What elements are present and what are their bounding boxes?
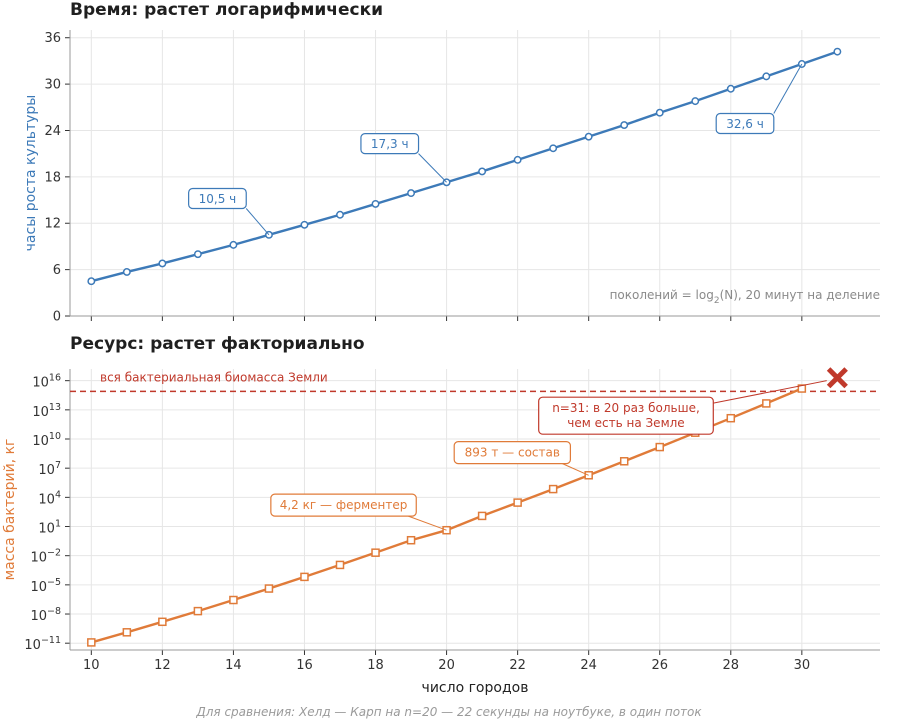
- top-annotation-leader: [773, 63, 803, 114]
- top-data-point: [762, 72, 771, 81]
- top-y-axis-label: часы роста культуры: [23, 95, 39, 252]
- top-y-tick-label: 18: [44, 170, 61, 185]
- bottom-x-tick-label: 14: [225, 658, 242, 673]
- top-annotation-label: 32,6 ч: [726, 117, 764, 131]
- top-data-point: [158, 259, 167, 268]
- bottom-annotation-leader: [562, 463, 589, 476]
- bottom-data-point: [797, 384, 807, 393]
- top-data-point: [336, 210, 344, 219]
- bottom-x-tick-label: 22: [509, 658, 526, 673]
- top-data-point: [122, 267, 131, 276]
- bottom-x-tick-label: 16: [296, 658, 313, 673]
- bottom-data-point: [477, 511, 487, 521]
- top-data-point: [371, 199, 380, 208]
- bottom-y-tick-label: 10−11: [24, 635, 61, 653]
- bottom-x-tick-label: 12: [154, 658, 171, 673]
- n31-cross-marker: [826, 367, 848, 389]
- bottom-y-tick-label: 1016: [32, 373, 61, 391]
- bottom-data-point: [655, 442, 664, 452]
- top-data-point: [833, 47, 842, 56]
- bottom-data-point: [193, 606, 203, 616]
- top-y-tick-label: 12: [44, 217, 61, 232]
- bottom-annotation-box: [538, 396, 714, 435]
- bottom-annotation-label: чем есть на Земле: [567, 416, 684, 430]
- top-data-point: [407, 189, 416, 198]
- bottom-y-tick-label: 101: [38, 519, 61, 537]
- earth-biomass-label: вся бактериальная биомасса Земли: [100, 370, 328, 384]
- top-data-point: [726, 84, 735, 93]
- bottom-y-tick-label: 107: [38, 460, 61, 478]
- bottom-data-point: [513, 498, 522, 507]
- bottom-data-point: [335, 560, 345, 570]
- bottom-data-point: [371, 548, 380, 557]
- bottom-annotation-label: 4,2 кг — ферментер: [280, 498, 408, 512]
- top-annotation-leader: [418, 153, 447, 183]
- bottom-annotation-label: 893 т — состав: [465, 446, 560, 460]
- top-annotation-leader: [245, 208, 270, 236]
- top-data-point: [478, 167, 487, 176]
- top-annotation-box: [715, 112, 775, 135]
- bottom-data-point: [619, 457, 629, 466]
- top-data-point: [655, 108, 664, 117]
- bottom-y-tick-label: 1013: [32, 402, 61, 420]
- bottom-data-point: [548, 484, 558, 494]
- top-y-tick-label: 6: [53, 263, 61, 278]
- bottom-y-tick-label: 1010: [32, 431, 61, 449]
- bottom-annotation-leader: [408, 515, 447, 531]
- top-data-point: [620, 121, 629, 130]
- top-annotation-box: [188, 187, 247, 210]
- top-y-tick-label: 30: [44, 78, 61, 93]
- top-data-point: [229, 240, 238, 249]
- bottom-data-point: [300, 572, 309, 582]
- bottom-data-point: [762, 399, 771, 408]
- bottom-data-point: [264, 584, 274, 593]
- bottom-y-tick-label: 10−2: [30, 548, 61, 566]
- top-y-tick-label: 36: [44, 31, 61, 46]
- top-data-point: [584, 132, 593, 141]
- footer-note: Для сравнения: Хелд — Карп на n=20 — 22 …: [195, 705, 702, 719]
- bottom-data-point: [229, 595, 238, 605]
- bottom-data-point: [406, 535, 416, 545]
- bottom-data-point: [87, 638, 96, 647]
- top-annotation-label: 17,3 ч: [371, 137, 409, 151]
- bottom-annotation-label: n=31: в 20 раз больше,: [552, 401, 700, 415]
- bottom-y-tick-label: 10−5: [30, 577, 61, 595]
- bottom-x-tick-label: 28: [723, 658, 740, 673]
- top-annotation-box: [360, 133, 420, 155]
- top-data-point: [691, 97, 700, 106]
- top-chart-title: Время: растет логарифмически: [70, 0, 383, 20]
- bottom-data-point: [122, 628, 132, 637]
- top-data-point: [193, 250, 202, 259]
- bottom-annotation-leader: [713, 380, 827, 404]
- bottom-data-point: [158, 617, 167, 627]
- bottom-x-axis-label: число городов: [422, 680, 529, 696]
- bottom-chart-title: Ресурс: растет факториально: [70, 334, 365, 354]
- top-y-tick-label: 0: [53, 310, 61, 325]
- bottom-x-tick-label: 30: [794, 658, 811, 673]
- bottom-annotation-box: [270, 493, 417, 517]
- bottom-x-tick-label: 20: [438, 658, 455, 673]
- top-data-point: [513, 155, 522, 164]
- top-annotation-label: 10,5 ч: [199, 192, 237, 206]
- bottom-data-point: [726, 413, 736, 423]
- top-data-point: [549, 144, 558, 153]
- top-series-line: [91, 50, 838, 283]
- top-data-point: [87, 277, 96, 286]
- bottom-y-tick-label: 104: [38, 489, 61, 507]
- bottom-x-tick-label: 26: [651, 658, 668, 673]
- bottom-y-tick-label: 10−8: [30, 606, 61, 624]
- bottom-x-tick-label: 10: [83, 658, 100, 673]
- top-y-tick-label: 24: [44, 124, 61, 139]
- bottom-x-tick-label: 24: [580, 658, 597, 673]
- top-data-point: [300, 220, 309, 229]
- bottom-y-axis-label: масса бактерий, кг: [2, 439, 18, 581]
- top-note: поколений = log2(N), 20 минут на деление: [610, 288, 880, 306]
- bottom-x-tick-label: 18: [367, 658, 384, 673]
- bottom-annotation-box: [453, 441, 572, 465]
